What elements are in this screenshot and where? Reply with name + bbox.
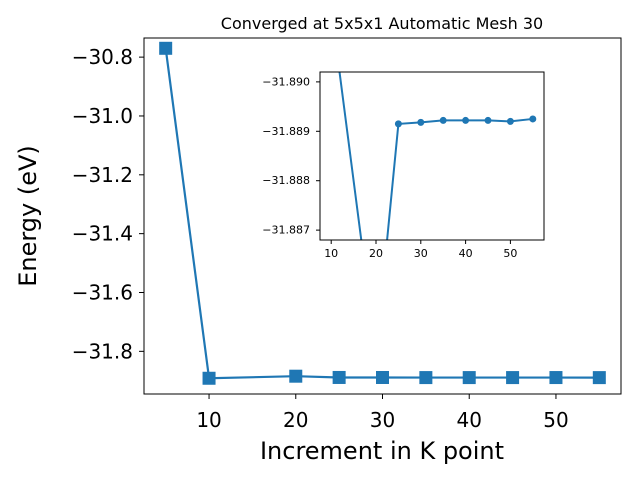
x-axis-label: Increment in K point <box>260 437 504 465</box>
inset-y-tick-label: −31.889 <box>262 125 310 138</box>
inset-plot-area <box>328 4 537 357</box>
inset-data-point <box>506 117 514 125</box>
main-data-point <box>592 371 606 385</box>
main-data-point <box>376 370 389 384</box>
main-x-tick-label: 40 <box>457 408 482 432</box>
main-x-tick-label: 50 <box>543 408 568 432</box>
chart-title: Converged at 5x5x1 Automatic Mesh 30 <box>221 14 543 33</box>
inset-y-tick-label: −31.890 <box>262 75 310 88</box>
main-data-point <box>202 371 216 385</box>
main-axes-ticks: 10 20 30 40 50 −30.8 −31.0 −31.2 −31.4 −31.6 −31.8 <box>72 45 569 432</box>
main-series-line <box>164 48 600 380</box>
inset-x-tick-label: 50 <box>503 247 517 260</box>
inset-background <box>320 72 544 240</box>
main-data-point <box>289 369 303 383</box>
inset-data-point <box>439 116 447 124</box>
main-y-tick-label: −31.0 <box>72 104 133 128</box>
inset-y-tick-label: −31.888 <box>262 174 310 187</box>
main-data-point <box>506 371 520 385</box>
inset-y-tick-label: −31.887 <box>262 224 310 237</box>
main-y-tick-label: −31.8 <box>72 339 133 363</box>
main-x-tick-label: 10 <box>196 408 221 432</box>
main-y-tick-label: −31.4 <box>72 222 133 246</box>
inset-x-tick-label: 40 <box>459 247 473 260</box>
main-x-tick-label: 20 <box>283 408 308 432</box>
main-plot-area <box>159 41 606 385</box>
inset-data-point <box>462 116 470 124</box>
main-y-tick-label: −31.6 <box>72 280 133 304</box>
inset-data-point <box>373 350 380 357</box>
inset-axes-ticks: 10 20 30 40 50 −31.890 −31.889 −31.888 −31.887 <box>262 75 517 260</box>
main-x-tick-label: 30 <box>370 408 395 432</box>
main-y-tick-label: −30.8 <box>72 45 133 69</box>
main-data-point <box>332 370 346 384</box>
main-data-point <box>159 41 173 55</box>
inset-data-point <box>328 4 335 11</box>
main-data-point <box>549 371 563 385</box>
inset-data-point <box>417 118 425 126</box>
inset-x-tick-label: 20 <box>369 247 383 260</box>
inset-data-point <box>394 120 402 128</box>
y-axis-label: Energy (eV) <box>14 145 42 287</box>
main-y-tick-label: −31.2 <box>72 163 133 187</box>
main-data-point <box>419 371 433 385</box>
inset-data-point <box>529 115 537 123</box>
inset-axes-frame <box>319 71 545 241</box>
inset-data-point <box>484 116 492 124</box>
inset-x-tick-label: 30 <box>414 247 428 260</box>
inset-x-tick-label: 10 <box>324 247 338 260</box>
main-data-point <box>462 371 476 385</box>
